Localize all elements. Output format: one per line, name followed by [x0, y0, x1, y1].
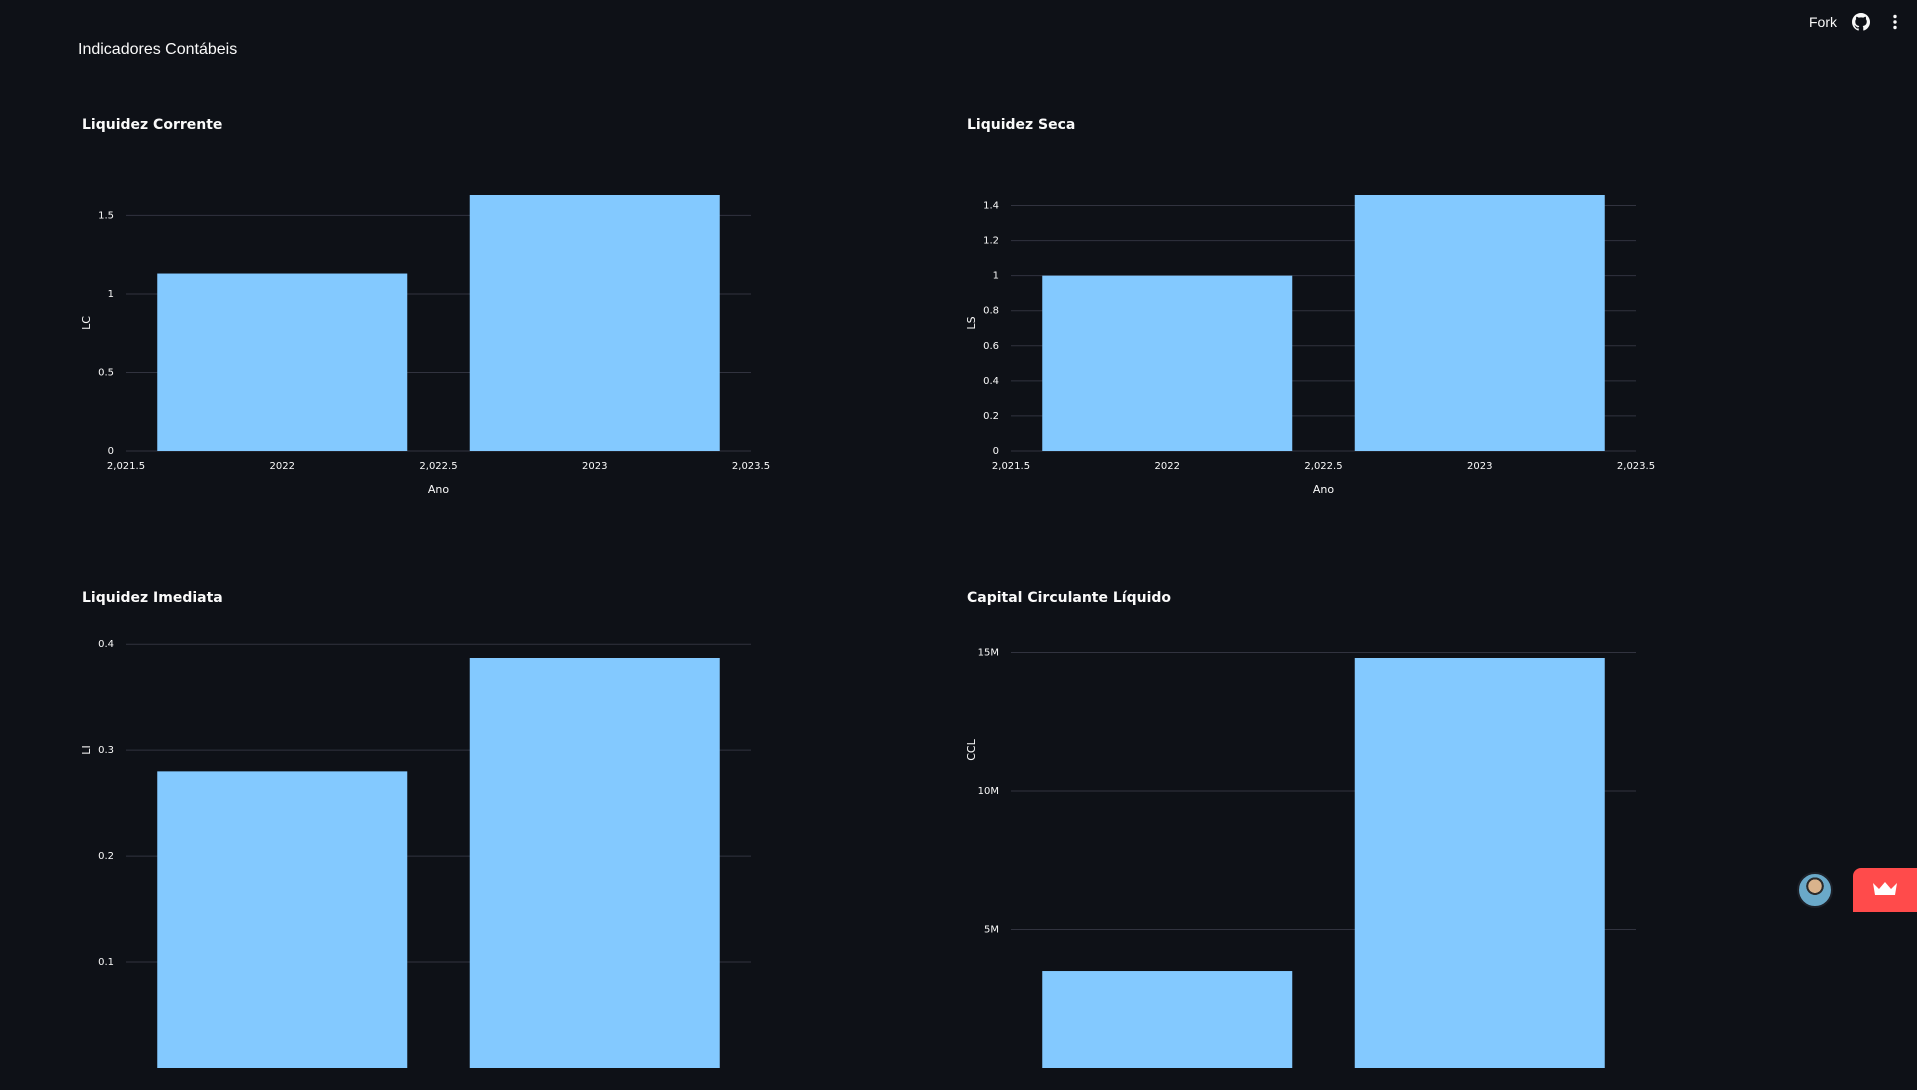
- x-axis-title: Ano: [1313, 483, 1334, 496]
- y-tick-label: 0.2: [98, 851, 114, 862]
- y-tick-label: 0.1: [98, 957, 114, 968]
- y-tick-label: 10M: [978, 786, 999, 797]
- x-tick-label: 2022: [1155, 461, 1180, 472]
- x-tick-label: 2,022.5: [1304, 461, 1342, 472]
- bar-2023: [1355, 658, 1605, 1068]
- y-tick-label: 1.4: [983, 201, 999, 212]
- y-axis-title: CCL: [965, 738, 978, 760]
- github-icon[interactable]: [1851, 12, 1871, 32]
- y-axis-title: LI: [80, 745, 93, 754]
- bar-2022: [1042, 276, 1292, 451]
- x-tick-label: 2023: [582, 461, 607, 472]
- chart-svg: 0 0.2 0.4 0.6 0.8 1 1.2 1.4 2,021.5 2022 2,022.5 20…: [963, 117, 1683, 617]
- x-tick-label: 2,023.5: [732, 461, 770, 472]
- x-tick-label: 2,021.5: [107, 461, 145, 472]
- chart-svg: 0.1 0.2 0.3 0.4 LI: [78, 590, 798, 1090]
- vertical-dots-menu-icon[interactable]: [1885, 12, 1905, 32]
- y-tick-label: 1.5: [98, 210, 114, 221]
- bar-2023: [470, 195, 720, 451]
- y-tick-label: 1: [108, 289, 114, 300]
- x-tick-label: 2022: [270, 461, 295, 472]
- y-tick-label: 0.6: [983, 341, 999, 352]
- y-axis-title: LS: [965, 316, 978, 329]
- page-title: Indicadores Contábeis: [78, 41, 237, 59]
- y-tick-label: 0.4: [98, 639, 114, 650]
- top-toolbar: Fork: [1809, 0, 1917, 44]
- x-tick-label: 2,022.5: [419, 461, 457, 472]
- x-tick-label: 2023: [1467, 461, 1492, 472]
- y-tick-label: 0.4: [983, 376, 999, 387]
- y-tick-label: 0: [108, 446, 114, 457]
- bar-2023: [1355, 195, 1605, 451]
- x-tick-label: 2,021.5: [992, 461, 1030, 472]
- x-axis-title: Ano: [428, 483, 449, 496]
- fork-button[interactable]: Fork: [1809, 14, 1837, 30]
- bar-2022: [157, 274, 407, 451]
- y-tick-label: 0.3: [98, 745, 114, 756]
- y-tick-label: 5M: [984, 924, 999, 935]
- chart-svg: 5M 10M 15M CCL: [963, 590, 1683, 1090]
- y-tick-label: 0: [993, 446, 999, 457]
- chart-svg: 0 0.5 1 1.5 2,021.5 2022 2,022.5 2023 2,023.5 Ano…: [78, 117, 798, 617]
- y-tick-label: 0.8: [983, 306, 999, 317]
- y-tick-label: 0.2: [983, 411, 999, 422]
- bar-2022: [1042, 971, 1292, 1068]
- crown-icon: [1872, 880, 1898, 900]
- user-avatar[interactable]: [1797, 872, 1833, 908]
- y-tick-label: 15M: [978, 647, 999, 658]
- bar-2023: [470, 658, 720, 1068]
- y-tick-label: 1.2: [983, 236, 999, 247]
- y-axis-title: LC: [80, 316, 93, 330]
- streamlit-badge[interactable]: [1853, 868, 1917, 912]
- x-tick-label: 2,023.5: [1617, 461, 1655, 472]
- y-tick-label: 0.5: [98, 367, 114, 378]
- bar-2022: [157, 771, 407, 1068]
- y-tick-label: 1: [993, 271, 999, 282]
